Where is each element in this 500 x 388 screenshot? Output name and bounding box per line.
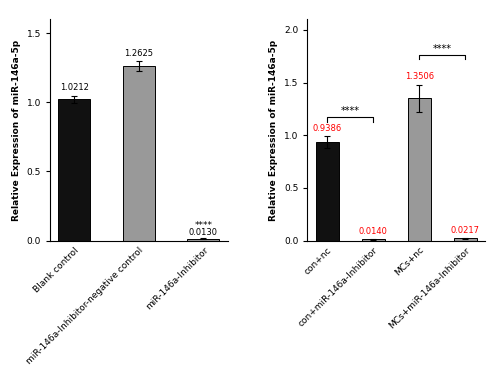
Text: 0.0140: 0.0140 [358, 227, 388, 236]
Text: ****: **** [194, 221, 212, 230]
Text: 1.2625: 1.2625 [124, 49, 154, 58]
Y-axis label: Relative Expression of miR-146a-5p: Relative Expression of miR-146a-5p [270, 40, 278, 220]
Bar [122, 66, 155, 241]
Text: 0.0217: 0.0217 [451, 226, 480, 235]
Bar [58, 99, 90, 241]
Bar [454, 238, 477, 241]
Text: ****: **** [340, 106, 359, 116]
Bar [187, 239, 220, 241]
Bar [316, 142, 338, 241]
Bar [408, 98, 431, 241]
Text: 1.0212: 1.0212 [60, 83, 88, 92]
Text: 0.0130: 0.0130 [189, 228, 218, 237]
Text: ****: **** [433, 44, 452, 54]
Bar [362, 239, 384, 241]
Text: 0.9386: 0.9386 [312, 124, 342, 133]
Y-axis label: Relative Expression of miR-146a-5p: Relative Expression of miR-146a-5p [12, 40, 21, 220]
Text: 1.3506: 1.3506 [404, 73, 434, 81]
